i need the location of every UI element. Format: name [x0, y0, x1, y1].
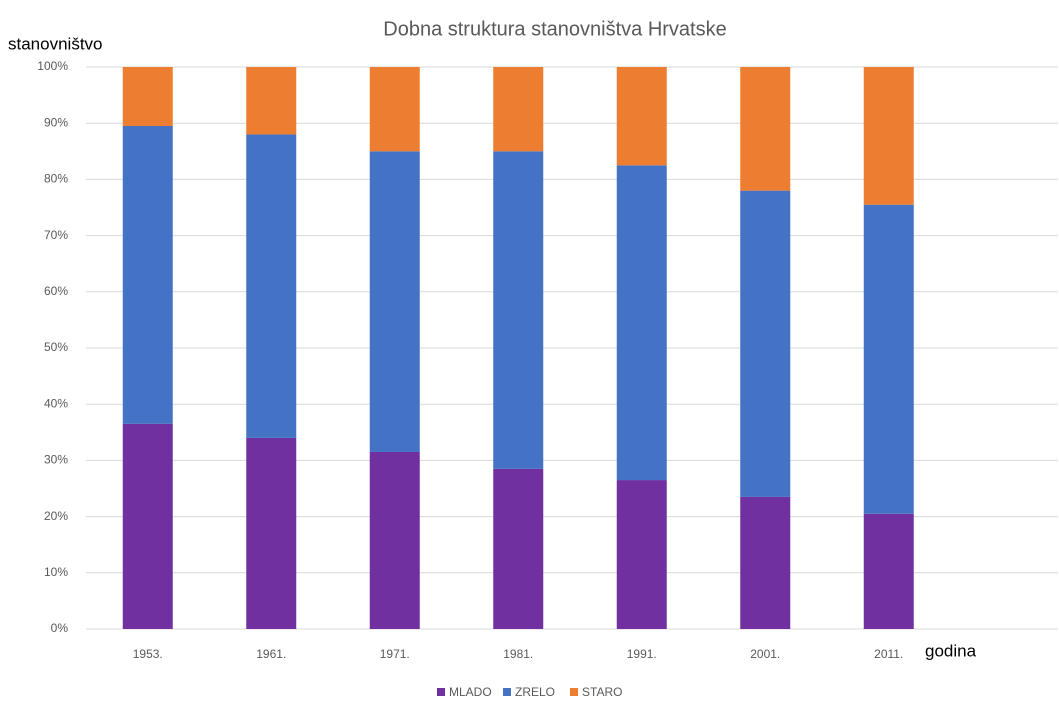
y-tick-label: 20%	[44, 509, 68, 523]
bar-segment	[493, 67, 544, 152]
bar-segment	[122, 67, 173, 127]
chart-title: Dobna struktura stanovništva Hrvatske	[383, 18, 727, 40]
y-tick-label: 80%	[44, 172, 68, 186]
bar-segment	[246, 134, 297, 438]
bar-segment	[246, 437, 297, 629]
bar-segment	[493, 151, 544, 469]
bar-segment	[369, 67, 420, 152]
x-tick-label: 2011.	[874, 647, 903, 661]
x-tick-label: 1971.	[380, 647, 410, 661]
x-tick-label: 2001.	[750, 647, 780, 661]
y-tick-label: 90%	[44, 115, 68, 129]
bar-segment	[616, 165, 667, 481]
legend-swatch	[570, 688, 578, 696]
bar-segment	[246, 67, 297, 135]
bar-segment	[369, 151, 420, 452]
bar-segment	[369, 451, 420, 629]
bar-segment	[740, 67, 791, 191]
y-tick-label: 70%	[44, 228, 68, 242]
y-tick-label: 30%	[44, 453, 68, 467]
y-tick-label: 50%	[44, 340, 68, 354]
y-tick-label: 10%	[44, 565, 68, 579]
bar-segment	[122, 126, 173, 424]
y-axis-label: stanovništvo	[8, 34, 103, 53]
bar-segment	[616, 480, 667, 629]
legend-label: MLADO	[449, 685, 492, 699]
legend-swatch	[503, 688, 511, 696]
legend-label: STARO	[582, 685, 622, 699]
x-tick-label: 1991.	[627, 647, 657, 661]
y-tick-label: 40%	[44, 396, 68, 410]
y-tick-label: 100%	[37, 59, 68, 73]
bar-segment	[740, 496, 791, 629]
legend-swatch	[437, 688, 445, 696]
x-tick-label: 1961.	[256, 647, 286, 661]
x-axis-label: godina	[925, 641, 977, 660]
bar-segment	[863, 67, 914, 205]
x-tick-label: 1981.	[503, 647, 533, 661]
bar-segment	[740, 190, 791, 497]
legend-label: ZRELO	[515, 685, 555, 699]
bar-segment	[493, 468, 544, 629]
bar-segment	[863, 204, 914, 514]
bar-segment	[122, 423, 173, 629]
bar-segment	[863, 513, 914, 629]
x-tick-label: 1953.	[133, 647, 163, 661]
y-tick-label: 60%	[44, 284, 68, 298]
y-tick-label: 0%	[51, 621, 69, 635]
bar-segment	[616, 67, 667, 166]
